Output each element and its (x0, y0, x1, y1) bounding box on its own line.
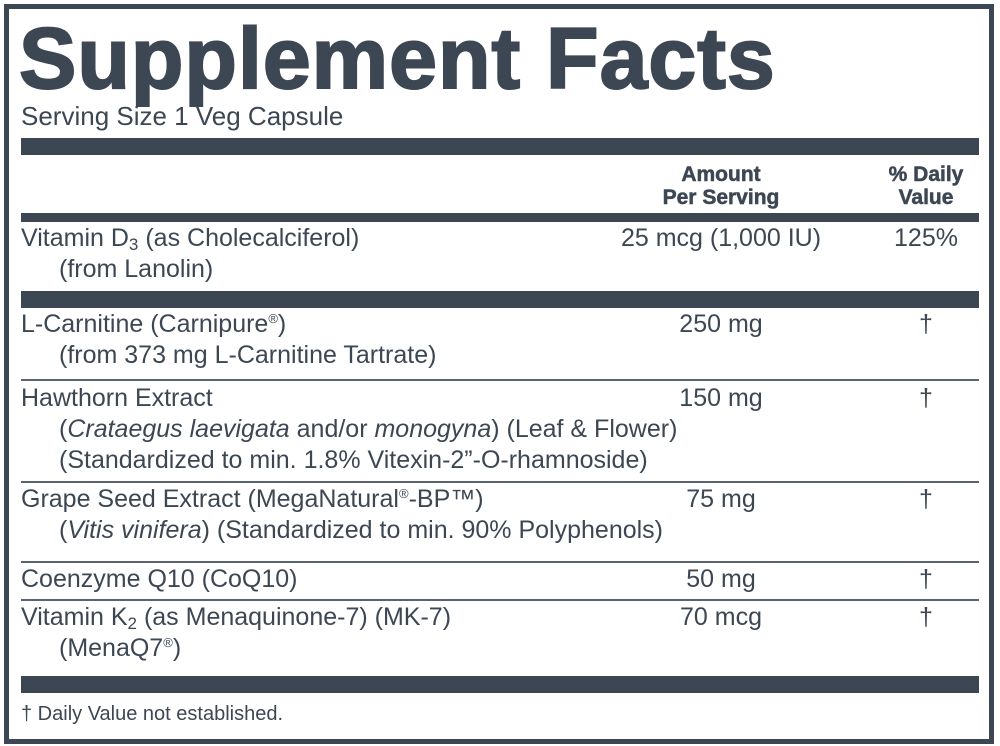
nutrient-detail: (Standardized to min. 1.8% Vitexin-2”-O-… (21, 445, 979, 476)
text-segment: 2 (127, 614, 137, 633)
header-per-serving-line: Per Serving (662, 186, 780, 210)
amount-per-serving: 70 mcg (680, 603, 762, 631)
nutrient-name: Grape Seed Extract (MegaNatural®-BP™) (21, 484, 979, 515)
nutrient-detail: (from 373 mg L-Carnitine Tartrate) (21, 340, 979, 371)
daily-value-header: % Daily Value (869, 163, 983, 210)
divider-thick (21, 291, 979, 308)
amount-per-serving: 25 mcg (1,000 IU) (620, 224, 822, 252)
text-segment: (as Cholecalciferol) (138, 224, 360, 252)
text-segment: (MenaQ7 (59, 634, 164, 662)
text-segment: ) (172, 634, 182, 662)
text-segment: Hawthorn Extract (21, 384, 213, 412)
text-segment: Crataegus laevigata (67, 415, 290, 443)
text-segment: L-Carnitine (Carnipure (21, 310, 269, 338)
daily-value: † (919, 565, 933, 593)
text-segment: ) (Leaf & Flower) (491, 415, 678, 443)
supplement-facts-panel: Supplement Facts Serving Size 1 Veg Caps… (4, 4, 994, 744)
nutrient-row: Hawthorn Extract (Crataegus laevigata and… (21, 383, 979, 476)
nutrient-detail: (MenaQ7®) (21, 633, 979, 664)
text-segment: ® (268, 311, 278, 326)
footnote: † Daily Value not established. (21, 703, 284, 725)
header-daily-line: % Daily (888, 163, 964, 187)
text-segment: and/or (289, 415, 375, 443)
text-segment: ) (277, 310, 287, 338)
amount-per-serving: 150 mg (679, 384, 763, 412)
text-segment: ® (398, 486, 409, 501)
text-segment: monogyna (374, 415, 492, 443)
header-value-line: Value (898, 186, 954, 210)
amount-per-serving: 75 mg (686, 485, 756, 513)
text-segment: (Standardized to min. 1.8% Vitexin-2”-O-… (59, 446, 648, 474)
text-segment: (as Menaquinone-7) (MK-7) (137, 603, 452, 631)
serving-size: Serving Size 1 Veg Capsule (21, 101, 344, 131)
text-segment: ( (59, 516, 68, 544)
divider-thin (21, 379, 979, 381)
nutrient-row: Coenzyme Q10 (CoQ10) 50 mg † (21, 564, 979, 595)
nutrient-row: L-Carnitine (Carnipure®) (from 373 mg L-C… (21, 309, 979, 371)
divider-thick (21, 138, 979, 155)
amount-per-serving: 50 mg (686, 565, 756, 593)
text-segment: ® (163, 635, 173, 650)
nutrient-row: Vitamin K2 (as Menaquinone-7) (MK-7) (Men… (21, 602, 979, 664)
nutrient-detail: (Vitis vinifera) (Standardized to min. 9… (21, 515, 979, 546)
text-segment: Coenzyme Q10 (CoQ10) (21, 565, 298, 593)
text-segment: 3 (128, 235, 139, 254)
amount-per-serving: 250 mg (679, 310, 763, 338)
text-segment: -BP™) (408, 485, 484, 513)
text-segment: Vitamin D (21, 224, 129, 252)
nutrient-detail: (from Lanolin) (21, 254, 979, 285)
header-amount-line: Amount (681, 163, 761, 187)
text-segment: ( (59, 415, 68, 443)
daily-value: † (919, 310, 933, 338)
text-segment: (from 373 mg L-Carnitine Tartrate) (59, 341, 437, 369)
nutrient-row: Grape Seed Extract (MegaNatural®-BP™) (Vi… (21, 484, 979, 546)
nutrient-name: L-Carnitine (Carnipure®) (21, 309, 979, 340)
panel-title: Supplement Facts (18, 10, 776, 108)
text-segment: Vitis vinifera (67, 516, 202, 544)
daily-value: † (919, 603, 933, 631)
amount-per-serving-header: Amount Per Serving (621, 163, 821, 210)
nutrient-name: Vitamin K2 (as Menaquinone-7) (MK-7) (21, 602, 979, 633)
daily-value: 125% (894, 224, 958, 252)
text-segment: Vitamin K (21, 603, 128, 631)
text-segment: Grape Seed Extract (MegaNatural (21, 485, 399, 513)
divider-medium (21, 213, 979, 222)
divider-thin (21, 599, 979, 601)
text-segment: (from Lanolin) (59, 255, 214, 283)
nutrient-name: Hawthorn Extract (21, 383, 979, 414)
divider-thick (21, 676, 979, 693)
nutrient-row: Vitamin D3 (as Cholecalciferol) (from Lan… (21, 223, 979, 285)
divider-thin (21, 561, 979, 563)
nutrient-name: Vitamin D3 (as Cholecalciferol) (21, 223, 979, 254)
nutrient-name: Coenzyme Q10 (CoQ10) (21, 564, 979, 595)
text-segment: ) (Standardized to min. 90% Polyphenols) (201, 516, 664, 544)
nutrient-detail: (Crataegus laevigata and/or monogyna) (L… (21, 414, 979, 445)
divider-thin (21, 481, 979, 483)
daily-value: † (919, 384, 933, 412)
daily-value: † (919, 485, 933, 513)
